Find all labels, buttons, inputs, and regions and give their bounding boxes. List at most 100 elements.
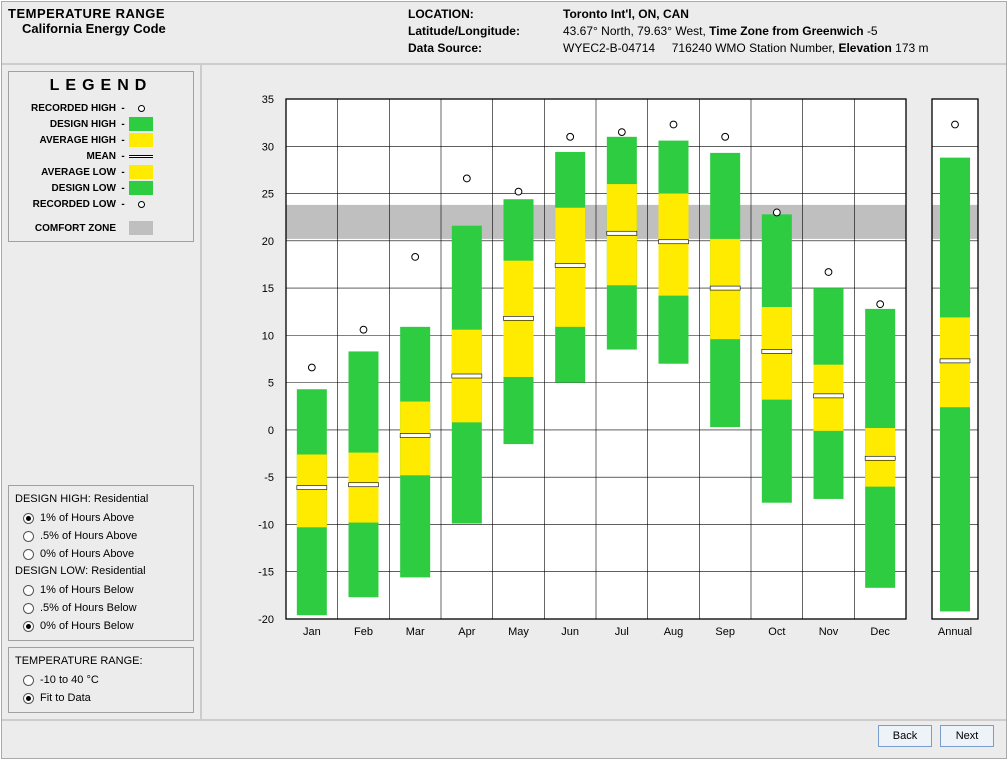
legend-comfort-zone: COMFORT ZONE: [15, 220, 187, 236]
radio-icon[interactable]: [23, 693, 34, 704]
svg-text:Jul: Jul: [615, 626, 629, 638]
legend-row: AVERAGE HIGH-: [15, 132, 187, 148]
yellow-swatch: [129, 165, 153, 179]
tz-value: -5: [867, 24, 878, 38]
svg-text:Jan: Jan: [303, 626, 321, 638]
svg-text:Dec: Dec: [870, 626, 890, 638]
temperature-range-chart: -20-15-10-505101520253035JanFebMarAprMay…: [226, 89, 986, 649]
main-window: TEMPERATURE RANGE California Energy Code…: [1, 1, 1007, 759]
svg-text:-5: -5: [264, 472, 274, 484]
radio-option[interactable]: 1% of Hours Below: [15, 581, 187, 599]
svg-text:Nov: Nov: [819, 626, 839, 638]
yellow-swatch: [129, 133, 153, 147]
svg-text:Apr: Apr: [458, 626, 475, 638]
radio-option[interactable]: Fit to Data: [15, 689, 187, 707]
legend-label: DESIGN LOW: [15, 183, 120, 194]
radio-label: Fit to Data: [40, 692, 91, 704]
page-title: TEMPERATURE RANGE: [8, 6, 408, 21]
svg-text:15: 15: [262, 283, 274, 295]
page-subtitle: California Energy Code: [22, 21, 408, 36]
radio-label: .5% of Hours Below: [40, 602, 137, 614]
sidebar: LEGEND RECORDED HIGH-DESIGN HIGH-AVERAGE…: [2, 65, 202, 719]
chart-svg-container: -20-15-10-505101520253035JanFebMarAprMay…: [226, 89, 986, 699]
svg-text:Annual: Annual: [938, 626, 972, 638]
legend-items: RECORDED HIGH-DESIGN HIGH-AVERAGE HIGH-M…: [15, 100, 187, 212]
legend-row: MEAN-: [15, 148, 187, 164]
elevation-value: 173 m: [895, 41, 928, 55]
svg-text:Oct: Oct: [768, 626, 785, 638]
radio-option[interactable]: 1% of Hours Above: [15, 509, 187, 527]
radio-option[interactable]: 0% of Hours Above: [15, 545, 187, 563]
legend-title: LEGEND: [15, 77, 187, 95]
legend-label: AVERAGE HIGH: [15, 135, 120, 146]
legend-row: DESIGN HIGH-: [15, 116, 187, 132]
svg-text:10: 10: [262, 330, 274, 342]
source-label: Data Source:: [408, 40, 563, 57]
radio-icon[interactable]: [23, 621, 34, 632]
radio-icon[interactable]: [23, 675, 34, 686]
options-heading: DESIGN LOW: Residential: [15, 565, 187, 577]
radio-label: 1% of Hours Above: [40, 512, 134, 524]
radio-option[interactable]: 0% of Hours Below: [15, 617, 187, 635]
radio-icon[interactable]: [23, 513, 34, 524]
header-title-block: TEMPERATURE RANGE California Energy Code: [8, 6, 408, 57]
svg-text:0: 0: [268, 425, 274, 437]
location-label: LOCATION:: [408, 6, 563, 23]
legend-label: DESIGN HIGH: [15, 119, 120, 130]
header: TEMPERATURE RANGE California Energy Code…: [2, 2, 1006, 65]
svg-text:-15: -15: [258, 567, 274, 579]
svg-text:Sep: Sep: [715, 626, 735, 638]
radio-label: 0% of Hours Above: [40, 548, 134, 560]
radio-icon[interactable]: [23, 549, 34, 560]
svg-text:25: 25: [262, 189, 274, 201]
legend-label: MEAN: [15, 151, 120, 162]
svg-text:-10: -10: [258, 519, 274, 531]
options-heading: TEMPERATURE RANGE:: [15, 655, 187, 667]
mean-swatch: [129, 155, 153, 158]
legend-label: RECORDED HIGH: [15, 103, 120, 114]
svg-text:Jun: Jun: [561, 626, 579, 638]
green-swatch: [129, 117, 153, 131]
comfort-zone-swatch: [129, 221, 153, 235]
legend-panel: LEGEND RECORDED HIGH-DESIGN HIGH-AVERAGE…: [8, 71, 194, 242]
legend-row: DESIGN LOW-: [15, 180, 187, 196]
radio-option[interactable]: .5% of Hours Below: [15, 599, 187, 617]
svg-text:Aug: Aug: [664, 626, 684, 638]
legend-label: RECORDED LOW: [15, 199, 120, 210]
options-heading: DESIGN HIGH: Residential: [15, 493, 187, 505]
marker-icon: [138, 105, 145, 112]
legend-row: AVERAGE LOW-: [15, 164, 187, 180]
svg-text:5: 5: [268, 378, 274, 390]
radio-icon[interactable]: [23, 603, 34, 614]
footer: Back Next: [2, 719, 1006, 751]
source-id: WYEC2-B-04714: [563, 41, 655, 55]
svg-text:30: 30: [262, 141, 274, 153]
design-high-panel: DESIGN HIGH: Residential 1% of Hours Abov…: [8, 485, 194, 641]
radio-label: .5% of Hours Above: [40, 530, 137, 542]
location-value: Toronto Int'l, ON, CAN: [563, 7, 689, 21]
svg-text:-20: -20: [258, 614, 274, 626]
radio-option[interactable]: .5% of Hours Above: [15, 527, 187, 545]
radio-icon[interactable]: [23, 531, 34, 542]
location-block: LOCATION: Toronto Int'l, ON, CAN Latitud…: [408, 6, 1000, 57]
svg-text:May: May: [508, 626, 529, 638]
marker-icon: [138, 201, 145, 208]
back-button[interactable]: Back: [878, 725, 932, 747]
source-value: WYEC2-B-04714 716240 WMO Station Number,…: [563, 40, 929, 57]
green-swatch: [129, 181, 153, 195]
radio-option[interactable]: -10 to 40 °C: [15, 671, 187, 689]
legend-label: AVERAGE LOW: [15, 167, 120, 178]
svg-text:20: 20: [262, 236, 274, 248]
legend-row: RECORDED LOW-: [15, 196, 187, 212]
radio-label: -10 to 40 °C: [40, 674, 99, 686]
tz-label: Time Zone from Greenwich: [709, 24, 867, 38]
svg-text:Feb: Feb: [354, 626, 373, 638]
wmo-text: 716240 WMO Station Number,: [672, 41, 839, 55]
legend-row: RECORDED HIGH-: [15, 100, 187, 116]
temp-range-panel: TEMPERATURE RANGE: -10 to 40 °C Fit to Dat…: [8, 647, 194, 713]
legend-comfort-label: COMFORT ZONE: [15, 223, 120, 234]
radio-icon[interactable]: [23, 585, 34, 596]
next-button[interactable]: Next: [940, 725, 994, 747]
chart-area: -20-15-10-505101520253035JanFebMarAprMay…: [202, 65, 1006, 719]
latlon-value: 43.67° North, 79.63° West, Time Zone fro…: [563, 23, 878, 40]
